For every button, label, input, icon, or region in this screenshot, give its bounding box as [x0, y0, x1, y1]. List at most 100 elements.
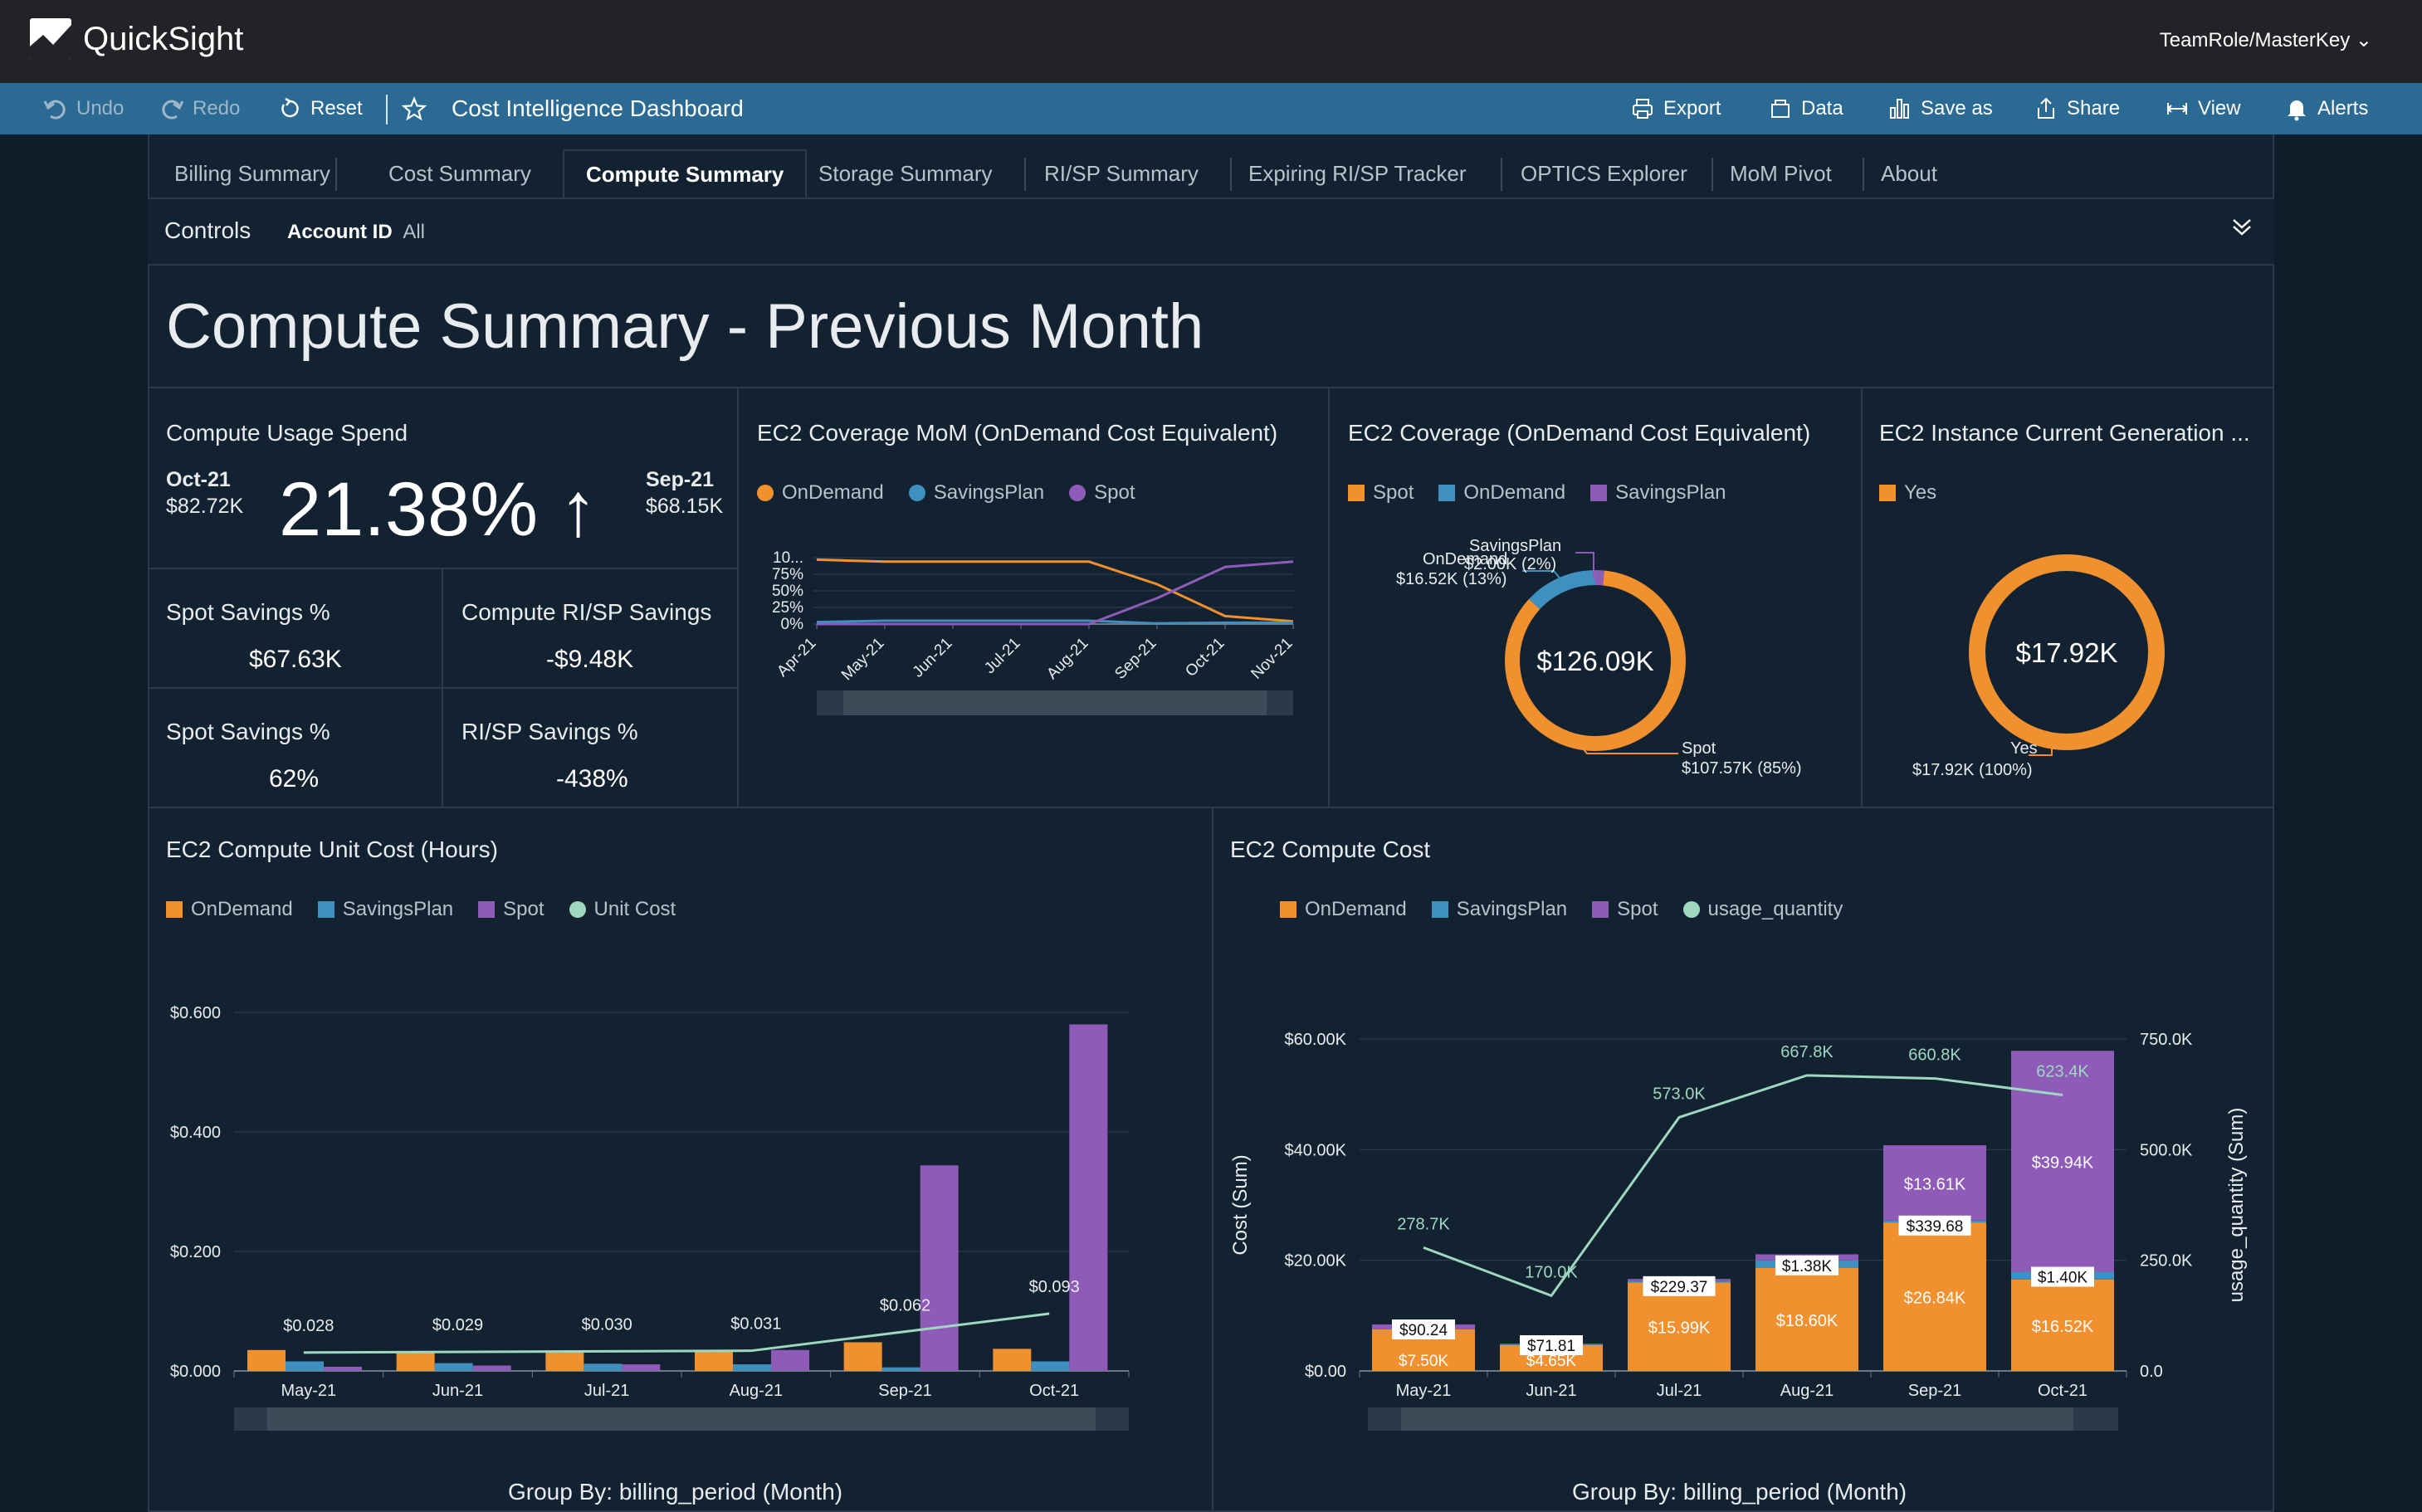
data-label-box — [1643, 1275, 1716, 1296]
view-button[interactable]: View — [2165, 83, 2241, 134]
quicksight-logo[interactable]: QuickSight — [30, 18, 243, 60]
compute-cost-bar-chart[interactable]: $0.00 $20.00K $40.00K $60.00K 0.0 250.0K 500.0… — [1213, 974, 2273, 1439]
series-line-savingsplan — [816, 619, 1293, 625]
favorite-star-button[interactable] — [402, 83, 427, 134]
tab-mom-pivot[interactable]: MoM Pivot — [1730, 160, 1832, 186]
ec2-coverage-mom-visual[interactable]: EC2 Coverage MoM (OnDemand Cost Equivale… — [737, 387, 1330, 808]
kpi-spot-savings-percent[interactable]: Spot Savings % 62% — [148, 687, 443, 808]
chart-legend: OnDemand SavingsPlan Spot usage_quantity — [1280, 898, 1843, 921]
kpi-percent-change: 21.38% ↑ — [279, 466, 598, 554]
data-button[interactable]: Data — [1768, 83, 1843, 134]
legend-item[interactable]: SavingsPlan — [908, 481, 1044, 505]
y-tick-label: $20.00K — [1284, 1252, 1346, 1271]
generation-donut-chart[interactable]: $17.92K Yes $17.92K (100%) — [1863, 521, 2273, 807]
user-menu[interactable]: TeamRole/MasterKey ⌄ — [2160, 28, 2372, 52]
legend-item[interactable]: OnDemand — [1280, 898, 1407, 921]
tab-divider — [1230, 158, 1232, 191]
tab-divider — [1501, 158, 1502, 191]
legend-item[interactable]: OnDemand — [1438, 481, 1565, 505]
visual-title: EC2 Instance Current Generation ... — [1879, 420, 2250, 446]
x-tick-label: May-21 — [838, 635, 888, 685]
tab-cost-summary[interactable]: Cost Summary — [388, 160, 531, 186]
legend-item[interactable]: Yes — [1879, 481, 1936, 505]
legend-item[interactable]: Unit Cost — [569, 898, 676, 921]
coverage-donut-chart[interactable]: $126.09K Spot$107.57K (85%) OnDemand $16.52… — [1330, 521, 1861, 807]
account-id-label: Account ID — [287, 221, 393, 243]
donut-slice-spot — [1505, 570, 1686, 751]
legend-item[interactable]: SavingsPlan — [1431, 898, 1567, 921]
legend-item[interactable]: Spot — [1592, 898, 1658, 921]
expand-width-icon — [2166, 103, 2188, 115]
legend-item[interactable]: SavingsPlan — [1590, 481, 1726, 505]
bar-spot — [1069, 1024, 1108, 1371]
undo-icon — [43, 100, 66, 119]
ec2-instance-generation-visual[interactable]: EC2 Instance Current Generation ... Yes … — [1861, 387, 2274, 808]
export-button[interactable]: Export — [1630, 83, 1721, 134]
bar-savingsplan — [434, 1363, 473, 1371]
y-tick-label: $0.400 — [170, 1124, 221, 1142]
alerts-button[interactable]: Alerts — [2284, 83, 2368, 134]
kpi-spot-savings[interactable]: Spot Savings % $67.63K — [148, 568, 443, 689]
save-as-button[interactable]: Save as — [1887, 83, 1993, 134]
bar-spot — [472, 1365, 511, 1371]
chevron-down-icon: ⌄ — [2355, 29, 2372, 51]
share-label: Share — [2067, 97, 2121, 119]
legend-item[interactable]: usage_quantity — [1682, 898, 1843, 921]
tab-billing-summary[interactable]: Billing Summary — [174, 160, 330, 186]
x-tick-label: May-21 — [1396, 1382, 1452, 1400]
chart-legend: OnDemand SavingsPlan Spot Unit Cost — [166, 898, 676, 921]
reset-button[interactable]: Reset — [277, 83, 363, 134]
y2-axis-title: usage_quantity (Sum) — [2225, 1108, 2248, 1303]
ec2-coverage-donut-visual[interactable]: EC2 Coverage (OnDemand Cost Equivalent) … — [1328, 387, 1863, 808]
legend-label: Yes — [1904, 481, 1937, 504]
reset-label: Reset — [310, 97, 363, 119]
tab-risp-summary[interactable]: RI/SP Summary — [1044, 160, 1199, 186]
legend-item[interactable]: Spot — [1348, 481, 1414, 505]
legend-swatch — [1280, 901, 1296, 918]
legend-item[interactable]: Spot — [1069, 481, 1135, 505]
kpi-value: 62% — [269, 765, 320, 793]
redo-button[interactable]: Redo — [159, 83, 240, 134]
legend-label: OnDemand — [1463, 481, 1566, 504]
group-by-label: Group By: billing_period (Month) — [508, 1479, 843, 1505]
tab-storage-summary[interactable]: Storage Summary — [818, 160, 993, 186]
usage-quantity-line — [1423, 1074, 2063, 1298]
bar-spot — [1883, 1145, 1986, 1221]
ec2-unit-cost-visual[interactable]: EC2 Compute Unit Cost (Hours) OnDemand S… — [148, 807, 1213, 1512]
series-line-ondemand — [816, 558, 1294, 623]
kpi-compute-risp-savings[interactable]: Compute RI/SP Savings -$9.48K — [442, 568, 739, 689]
slice-label: OnDemand — [1423, 550, 1507, 568]
legend-item[interactable]: OnDemand — [757, 481, 884, 505]
bar-ondemand — [247, 1349, 286, 1371]
legend-item[interactable]: SavingsPlan — [317, 898, 453, 921]
kpi-compute-usage-spend[interactable]: Compute Usage Spend Oct-21 $82.72K 21.38… — [148, 387, 739, 569]
legend-label: Spot — [503, 898, 544, 920]
legend-item[interactable]: OnDemand — [166, 898, 293, 921]
kpi-left-month: Oct-21 — [166, 468, 231, 491]
data-label-box — [1775, 1255, 1838, 1275]
tab-about[interactable]: About — [1881, 160, 1937, 186]
data-label: $0.031 — [730, 1315, 781, 1334]
collapse-controls-button[interactable] — [2229, 214, 2254, 243]
data-label: 573.0K — [1653, 1085, 1706, 1103]
undo-button[interactable]: Undo — [43, 83, 124, 134]
ec2-compute-cost-visual[interactable]: EC2 Compute Cost OnDemand SavingsPlan Sp… — [1212, 807, 2274, 1512]
legend-item[interactable]: Spot — [478, 898, 544, 921]
kpi-risp-savings-percent[interactable]: RI/SP Savings % -438% — [442, 687, 739, 808]
leader-line — [1575, 552, 1594, 579]
bar-spot — [622, 1364, 661, 1371]
y-tick-label: $60.00K — [1284, 1031, 1346, 1049]
legend-label: OnDemand — [1305, 898, 1407, 920]
tab-compute-summary[interactable]: Compute Summary — [563, 149, 808, 198]
tab-divider — [335, 158, 337, 191]
share-button[interactable]: Share — [2034, 83, 2120, 134]
bar-spot — [920, 1165, 959, 1371]
legend-label: usage_quantity — [1707, 898, 1843, 920]
tab-expiring-risp-tracker[interactable]: Expiring RI/SP Tracker — [1248, 160, 1467, 186]
unit-cost-bar-chart[interactable]: $0.000 $0.200 $0.400 $0.600 May-21 $0.028 Jun-… — [149, 974, 1212, 1439]
account-id-filter[interactable]: Account ID All — [287, 221, 425, 244]
y2-tick-label: 500.0K — [2140, 1141, 2193, 1159]
coverage-line-chart[interactable]: 0%25%50%75%10... Apr-21 May-21 Jun-21 Jul-21… — [739, 538, 1328, 807]
tab-optics-explorer[interactable]: OPTICS Explorer — [1521, 160, 1687, 186]
x-tick-label: Jun-21 — [1526, 1382, 1576, 1400]
